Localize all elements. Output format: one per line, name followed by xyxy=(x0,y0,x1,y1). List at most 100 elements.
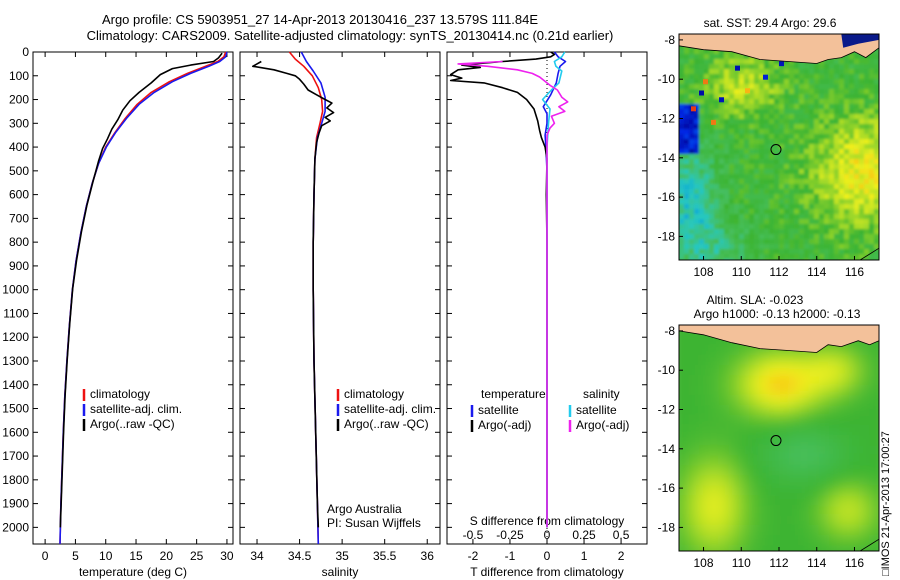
field-cell xyxy=(884,244,890,250)
field-cell xyxy=(699,179,705,185)
field-cell xyxy=(739,239,745,245)
field-cell xyxy=(809,129,815,135)
field-cell xyxy=(759,435,770,446)
field-cell xyxy=(724,64,730,70)
field-cell xyxy=(739,69,745,75)
field-cell xyxy=(849,229,855,235)
field-cell xyxy=(754,189,760,195)
field-cell xyxy=(839,224,845,230)
field-cell xyxy=(859,119,865,125)
field-cell xyxy=(869,345,879,356)
field-cell xyxy=(779,154,785,160)
field-cell xyxy=(834,214,840,220)
field-cell xyxy=(794,144,800,150)
field-cell xyxy=(739,405,750,416)
x-tick-label: 35 xyxy=(335,549,349,563)
field-cell xyxy=(799,99,805,105)
field-cell xyxy=(859,219,865,225)
field-cell xyxy=(684,199,690,205)
field-cell xyxy=(879,254,885,260)
field-cell xyxy=(779,64,785,70)
field-cell xyxy=(724,194,730,200)
field-cell xyxy=(844,249,850,255)
field-cell xyxy=(789,114,795,120)
field-cell xyxy=(824,84,830,90)
field-cell xyxy=(684,79,690,85)
field-cell xyxy=(869,445,879,456)
field-cell xyxy=(819,124,825,130)
field-cell xyxy=(804,139,810,145)
field-cell xyxy=(809,74,815,80)
field-cell xyxy=(779,164,785,170)
sst_map-field xyxy=(669,24,890,275)
field-cell xyxy=(849,174,855,180)
field-cell xyxy=(699,169,705,175)
field-cell xyxy=(729,134,735,140)
field-cell xyxy=(724,124,730,130)
field-cell xyxy=(694,49,700,55)
field-cell xyxy=(699,199,705,205)
field-cell xyxy=(879,39,885,45)
field-cell xyxy=(749,204,755,210)
field-cell xyxy=(769,129,775,135)
field-cell xyxy=(804,244,810,250)
field-cell xyxy=(679,555,690,566)
field-cell xyxy=(679,505,680,516)
x-axis-label: temperature (deg C) xyxy=(79,565,187,579)
field-cell xyxy=(869,159,875,165)
field-cell xyxy=(709,335,720,346)
field-cell xyxy=(699,219,705,225)
field-cell xyxy=(844,89,850,95)
field-cell xyxy=(784,114,790,120)
field-cell xyxy=(724,104,730,110)
field-cell xyxy=(829,224,835,230)
field-cell xyxy=(714,54,720,60)
field-cell xyxy=(874,134,879,140)
field-cell xyxy=(809,535,820,546)
field-cell xyxy=(874,269,880,275)
field-cell xyxy=(774,234,780,240)
field-cell xyxy=(879,99,885,105)
field-cell xyxy=(759,445,770,456)
field-cell xyxy=(869,395,879,406)
field-cell xyxy=(849,234,855,240)
field-cell xyxy=(709,209,715,215)
field-cell xyxy=(824,129,830,135)
field-cell xyxy=(874,239,879,245)
field-cell xyxy=(769,64,775,70)
field-cell xyxy=(834,159,840,165)
field-cell xyxy=(759,244,765,250)
field-cell xyxy=(849,79,855,85)
field-cell xyxy=(709,385,720,396)
field-cell xyxy=(734,214,740,220)
field-cell xyxy=(884,59,890,65)
field-cell xyxy=(874,24,880,30)
field-cell xyxy=(844,174,850,180)
field-cell xyxy=(824,179,830,185)
field-cell xyxy=(729,69,735,75)
field-cell xyxy=(739,199,745,205)
field-cell xyxy=(699,335,710,346)
field-cell xyxy=(809,174,815,180)
field-cell xyxy=(859,345,870,356)
field-cell xyxy=(759,69,765,75)
field-cell xyxy=(809,179,815,185)
field-cell xyxy=(849,149,855,155)
field-cell xyxy=(669,94,675,100)
field-cell xyxy=(749,109,755,115)
field-cell xyxy=(809,159,815,165)
field-cell xyxy=(699,445,710,456)
field-cell xyxy=(679,164,685,170)
field-cell xyxy=(769,179,775,185)
field-cell xyxy=(809,219,815,225)
s-tick-label: 0.5 xyxy=(613,528,630,542)
field-cell xyxy=(819,184,825,190)
field-cell xyxy=(839,495,850,506)
field-cell xyxy=(859,159,865,165)
field-cell xyxy=(839,465,850,476)
field-cell xyxy=(724,59,730,65)
field-cell xyxy=(794,119,800,125)
field-cell xyxy=(744,94,750,100)
field-cell xyxy=(709,355,720,366)
field-cell xyxy=(829,119,835,125)
